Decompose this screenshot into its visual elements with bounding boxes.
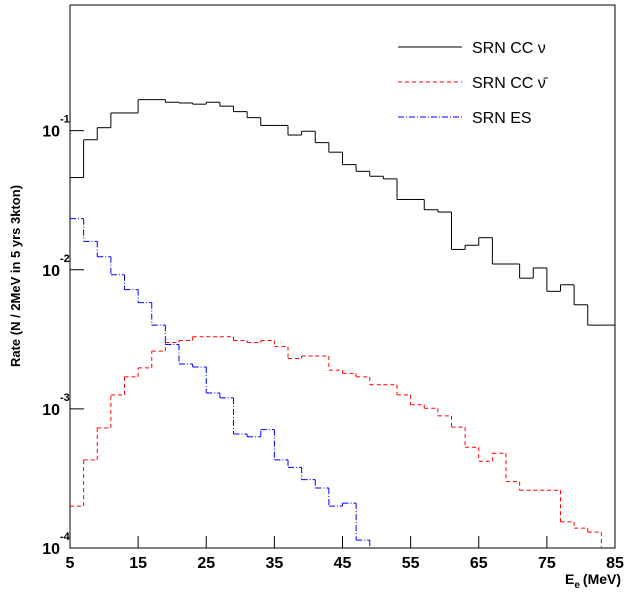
x-label-unit: (MeV) — [583, 571, 621, 587]
x-tick-label: 15 — [129, 555, 147, 572]
x-axis-label: Ee (MeV) — [565, 571, 621, 591]
y-tick-label: 10 — [42, 402, 60, 419]
x-tick-label: 25 — [197, 555, 215, 572]
x-tick-label: 75 — [538, 555, 556, 572]
series — [70, 99, 615, 326]
x-label-main: E — [565, 571, 574, 587]
y-tick-label: 10 — [42, 541, 60, 558]
x-tick-label: 65 — [470, 555, 488, 572]
legend-label: SRN CC ν — [472, 40, 546, 57]
x-tick-label: 35 — [265, 555, 283, 572]
x-tick-label: 85 — [606, 555, 624, 572]
x-tick-label: 5 — [66, 555, 75, 572]
y-tick-exponent: -1 — [60, 114, 70, 126]
y-tick-exponent: -2 — [60, 253, 70, 265]
legend-label: SRN CC ν̄ — [472, 75, 549, 92]
y-tick-label: 10 — [42, 263, 60, 280]
x-tick-label: 55 — [402, 555, 420, 572]
y-axis-label: Rate (N / 2MeV in 5 yrs 3kton) — [8, 185, 23, 367]
x-label-sub: e — [574, 580, 580, 591]
y-tick-exponent: -4 — [60, 531, 71, 543]
legend-label: SRN ES — [472, 110, 532, 127]
series — [70, 218, 371, 548]
y-tick-exponent: -3 — [60, 392, 70, 404]
x-tick-label: 45 — [334, 555, 352, 572]
series — [70, 336, 602, 548]
y-tick-label: 10 — [42, 124, 60, 141]
